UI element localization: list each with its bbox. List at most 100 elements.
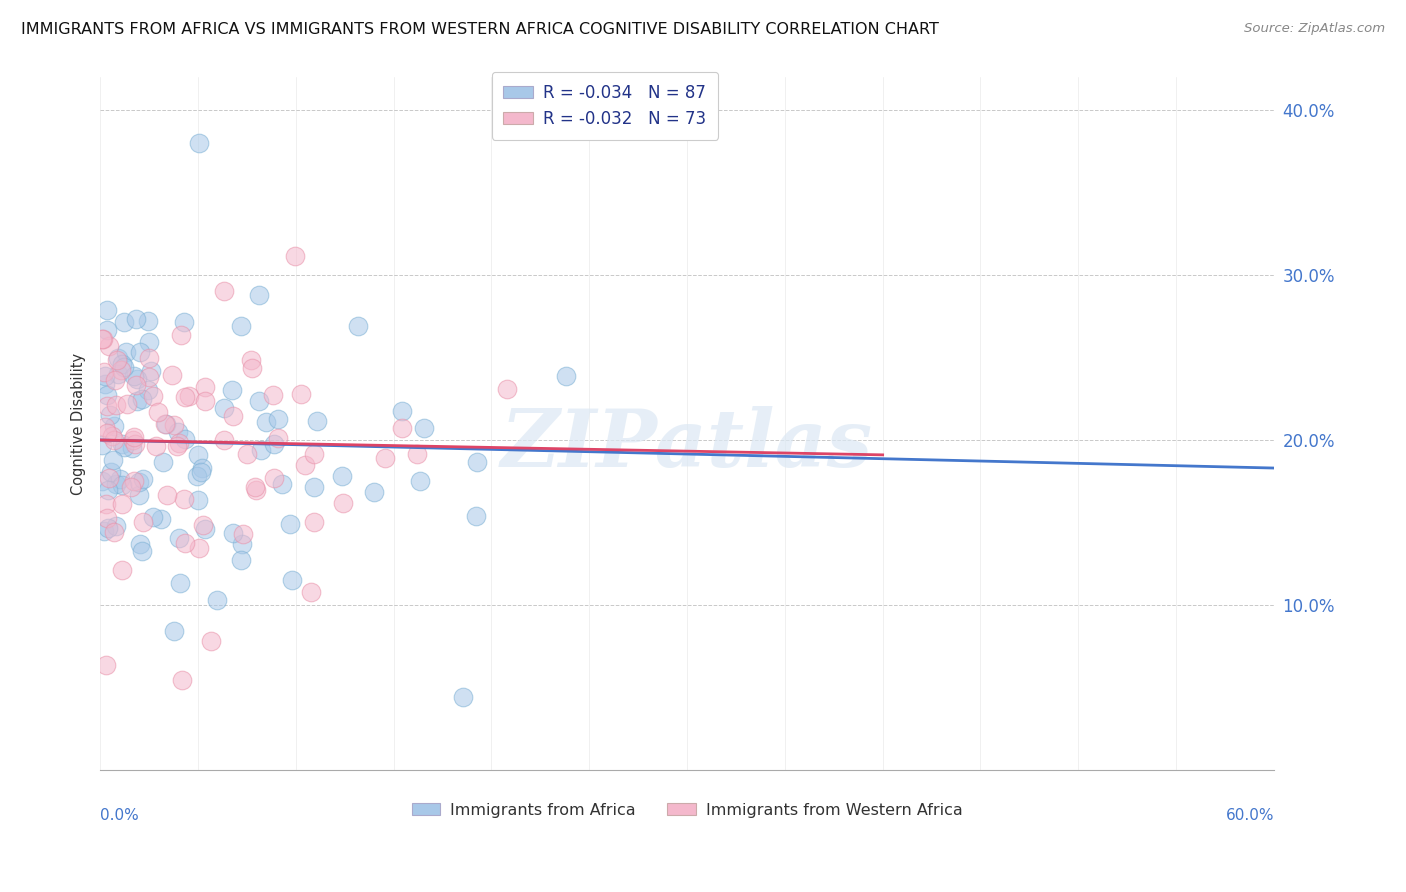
Point (124, 312, 146, 326)
Point (96, 497, 118, 511)
Point (100, 465, 122, 479)
Point (128, 475, 150, 490)
Point (122, 430, 145, 444)
Point (111, 437, 134, 451)
Point (212, 433, 235, 447)
Point (332, 469, 354, 483)
Point (115, 397, 138, 411)
Point (205, 593, 228, 607)
Point (465, 509, 488, 524)
Point (363, 484, 385, 499)
Point (103, 453, 125, 467)
Point (93, 524, 115, 538)
Point (146, 405, 169, 419)
Point (96, 426, 118, 441)
Point (111, 498, 134, 512)
Point (240, 353, 263, 368)
Point (104, 373, 127, 387)
Point (284, 249, 307, 263)
Point (173, 315, 195, 329)
Point (173, 491, 195, 506)
Point (136, 314, 159, 328)
Point (97, 471, 120, 485)
Point (142, 389, 165, 403)
Point (112, 440, 135, 454)
Point (138, 334, 160, 349)
Legend: Immigrants from Africa, Immigrants from Western Africa: Immigrants from Africa, Immigrants from … (405, 797, 969, 824)
Point (103, 524, 125, 539)
Point (263, 436, 285, 450)
Point (245, 483, 267, 497)
Point (302, 480, 325, 494)
Point (263, 471, 285, 485)
Point (391, 404, 413, 418)
Point (173, 390, 195, 404)
Point (347, 318, 370, 333)
Point (229, 318, 252, 333)
Point (200, 634, 222, 648)
Point (299, 585, 322, 599)
Point (111, 478, 134, 492)
Point (111, 357, 134, 371)
Point (121, 441, 143, 455)
Point (212, 401, 235, 415)
Point (91, 475, 114, 489)
Point (97, 483, 120, 498)
Point (96, 510, 118, 524)
Point (305, 414, 328, 428)
Point (172, 673, 194, 687)
Point (96, 388, 118, 402)
Point (169, 576, 191, 591)
Point (94, 420, 117, 434)
Point (267, 432, 290, 446)
Point (406, 447, 429, 461)
Point (120, 480, 142, 494)
Point (163, 624, 186, 638)
Point (132, 472, 155, 486)
Point (249, 442, 271, 457)
Point (212, 285, 235, 299)
Point (290, 386, 312, 401)
Point (105, 477, 128, 491)
Point (194, 379, 217, 393)
Point (188, 541, 211, 555)
Text: 0.0%: 0.0% (100, 808, 139, 822)
Point (110, 362, 132, 376)
Point (139, 364, 162, 378)
Point (247, 394, 270, 409)
Point (149, 511, 172, 525)
Point (121, 433, 143, 447)
Point (127, 372, 149, 386)
Point (107, 351, 129, 365)
Point (221, 525, 243, 540)
Point (167, 531, 190, 545)
Point (138, 351, 160, 365)
Point (332, 496, 354, 510)
Point (278, 516, 301, 531)
Point (94, 368, 117, 383)
Point (97, 521, 120, 535)
Point (166, 425, 188, 439)
Point (281, 573, 304, 587)
Point (555, 368, 578, 383)
Point (129, 345, 152, 359)
Point (232, 527, 254, 541)
Point (194, 393, 217, 408)
Point (96, 323, 118, 337)
Point (98, 408, 121, 422)
Point (186, 469, 208, 483)
Point (94, 657, 117, 672)
Point (294, 458, 316, 473)
Point (112, 315, 135, 329)
Point (96, 303, 118, 318)
Point (125, 377, 148, 392)
Point (94, 377, 117, 392)
Text: 60.0%: 60.0% (1226, 808, 1274, 822)
Text: IMMIGRANTS FROM AFRICA VS IMMIGRANTS FROM WESTERN AFRICA COGNITIVE DISABILITY CO: IMMIGRANTS FROM AFRICA VS IMMIGRANTS FRO… (21, 22, 939, 37)
Point (153, 417, 176, 431)
Point (105, 353, 128, 368)
Point (187, 493, 209, 508)
Point (105, 398, 128, 412)
Point (409, 475, 432, 489)
Point (155, 488, 177, 502)
